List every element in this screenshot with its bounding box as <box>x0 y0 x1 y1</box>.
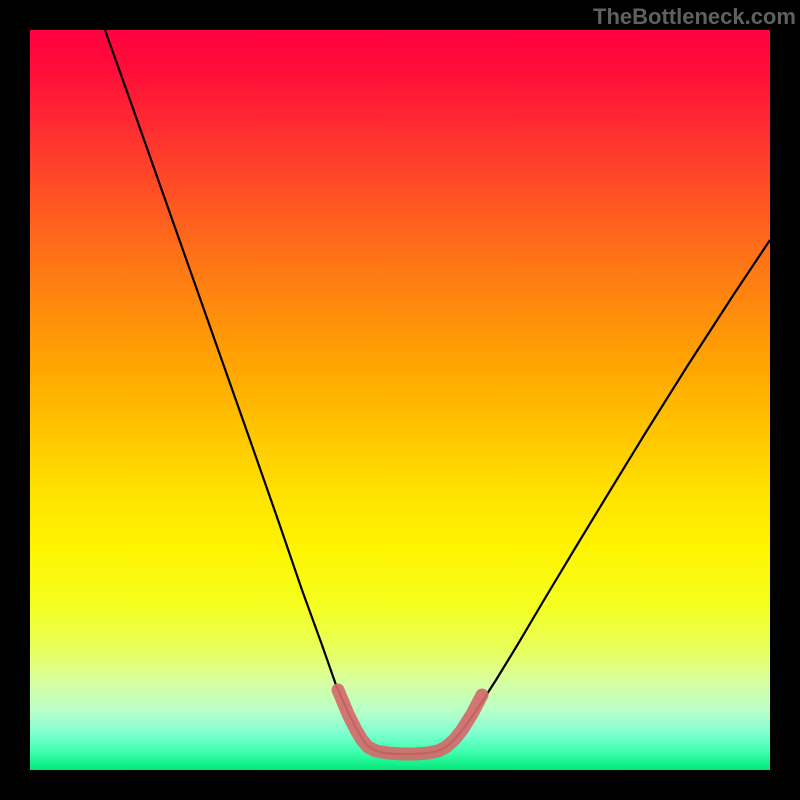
plot-background <box>30 30 770 770</box>
watermark-text: TheBottleneck.com <box>593 4 796 30</box>
bottleneck-chart <box>0 0 800 800</box>
